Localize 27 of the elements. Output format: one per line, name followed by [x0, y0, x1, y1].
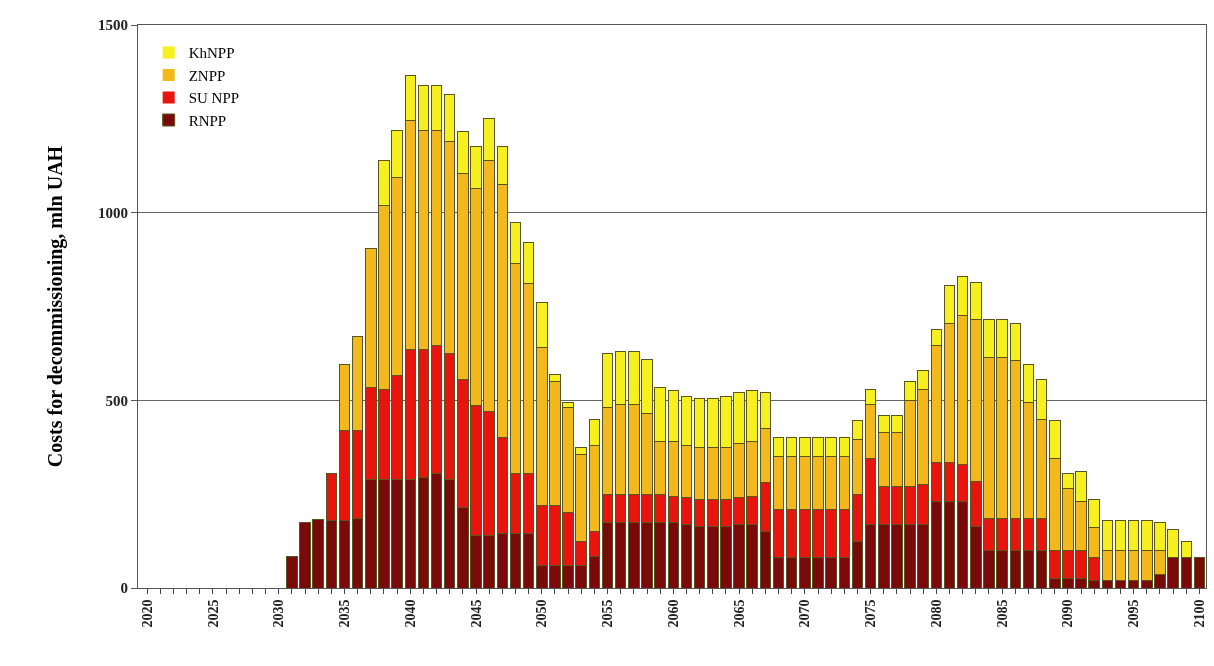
x-tick-label: 2045 [468, 599, 484, 628]
x-tick-label: 2055 [600, 599, 616, 628]
legend-label: KhNPP [188, 45, 235, 62]
x-tick-label: 2085 [994, 599, 1010, 628]
legend-label: SU NPP [188, 90, 240, 107]
legend-label: RNPP [188, 112, 227, 129]
x-tick-label: 2035 [337, 599, 353, 628]
x-tick-label: 2100 [1191, 599, 1207, 628]
x-tick-label: 2030 [271, 599, 287, 628]
y-axis-title: Costs for decommissioning, mln UAH [43, 145, 67, 468]
x-tick-label: 2080 [928, 599, 944, 628]
legend-label: ZNPP [188, 67, 226, 84]
x-tick-label: 2025 [205, 599, 221, 628]
bar [1193, 557, 1206, 588]
x-tick-label: 2065 [731, 599, 747, 628]
y-tick-label: 1000 [98, 204, 128, 221]
x-tick-label: 2095 [1126, 599, 1142, 628]
y-tick-label: 1500 [98, 17, 128, 34]
x-tick-label: 2075 [863, 599, 879, 628]
x-tick-label: 2050 [534, 599, 550, 628]
y-tick-label: 500 [105, 392, 128, 409]
x-tick-label: 2090 [1060, 599, 1076, 628]
x-tick-label: 2060 [665, 599, 681, 628]
x-tick-label: 2070 [797, 599, 813, 628]
y-tick-label: 0 [120, 580, 128, 597]
x-tick-label: 2040 [402, 599, 418, 628]
x-tick-label: 2020 [139, 599, 155, 628]
